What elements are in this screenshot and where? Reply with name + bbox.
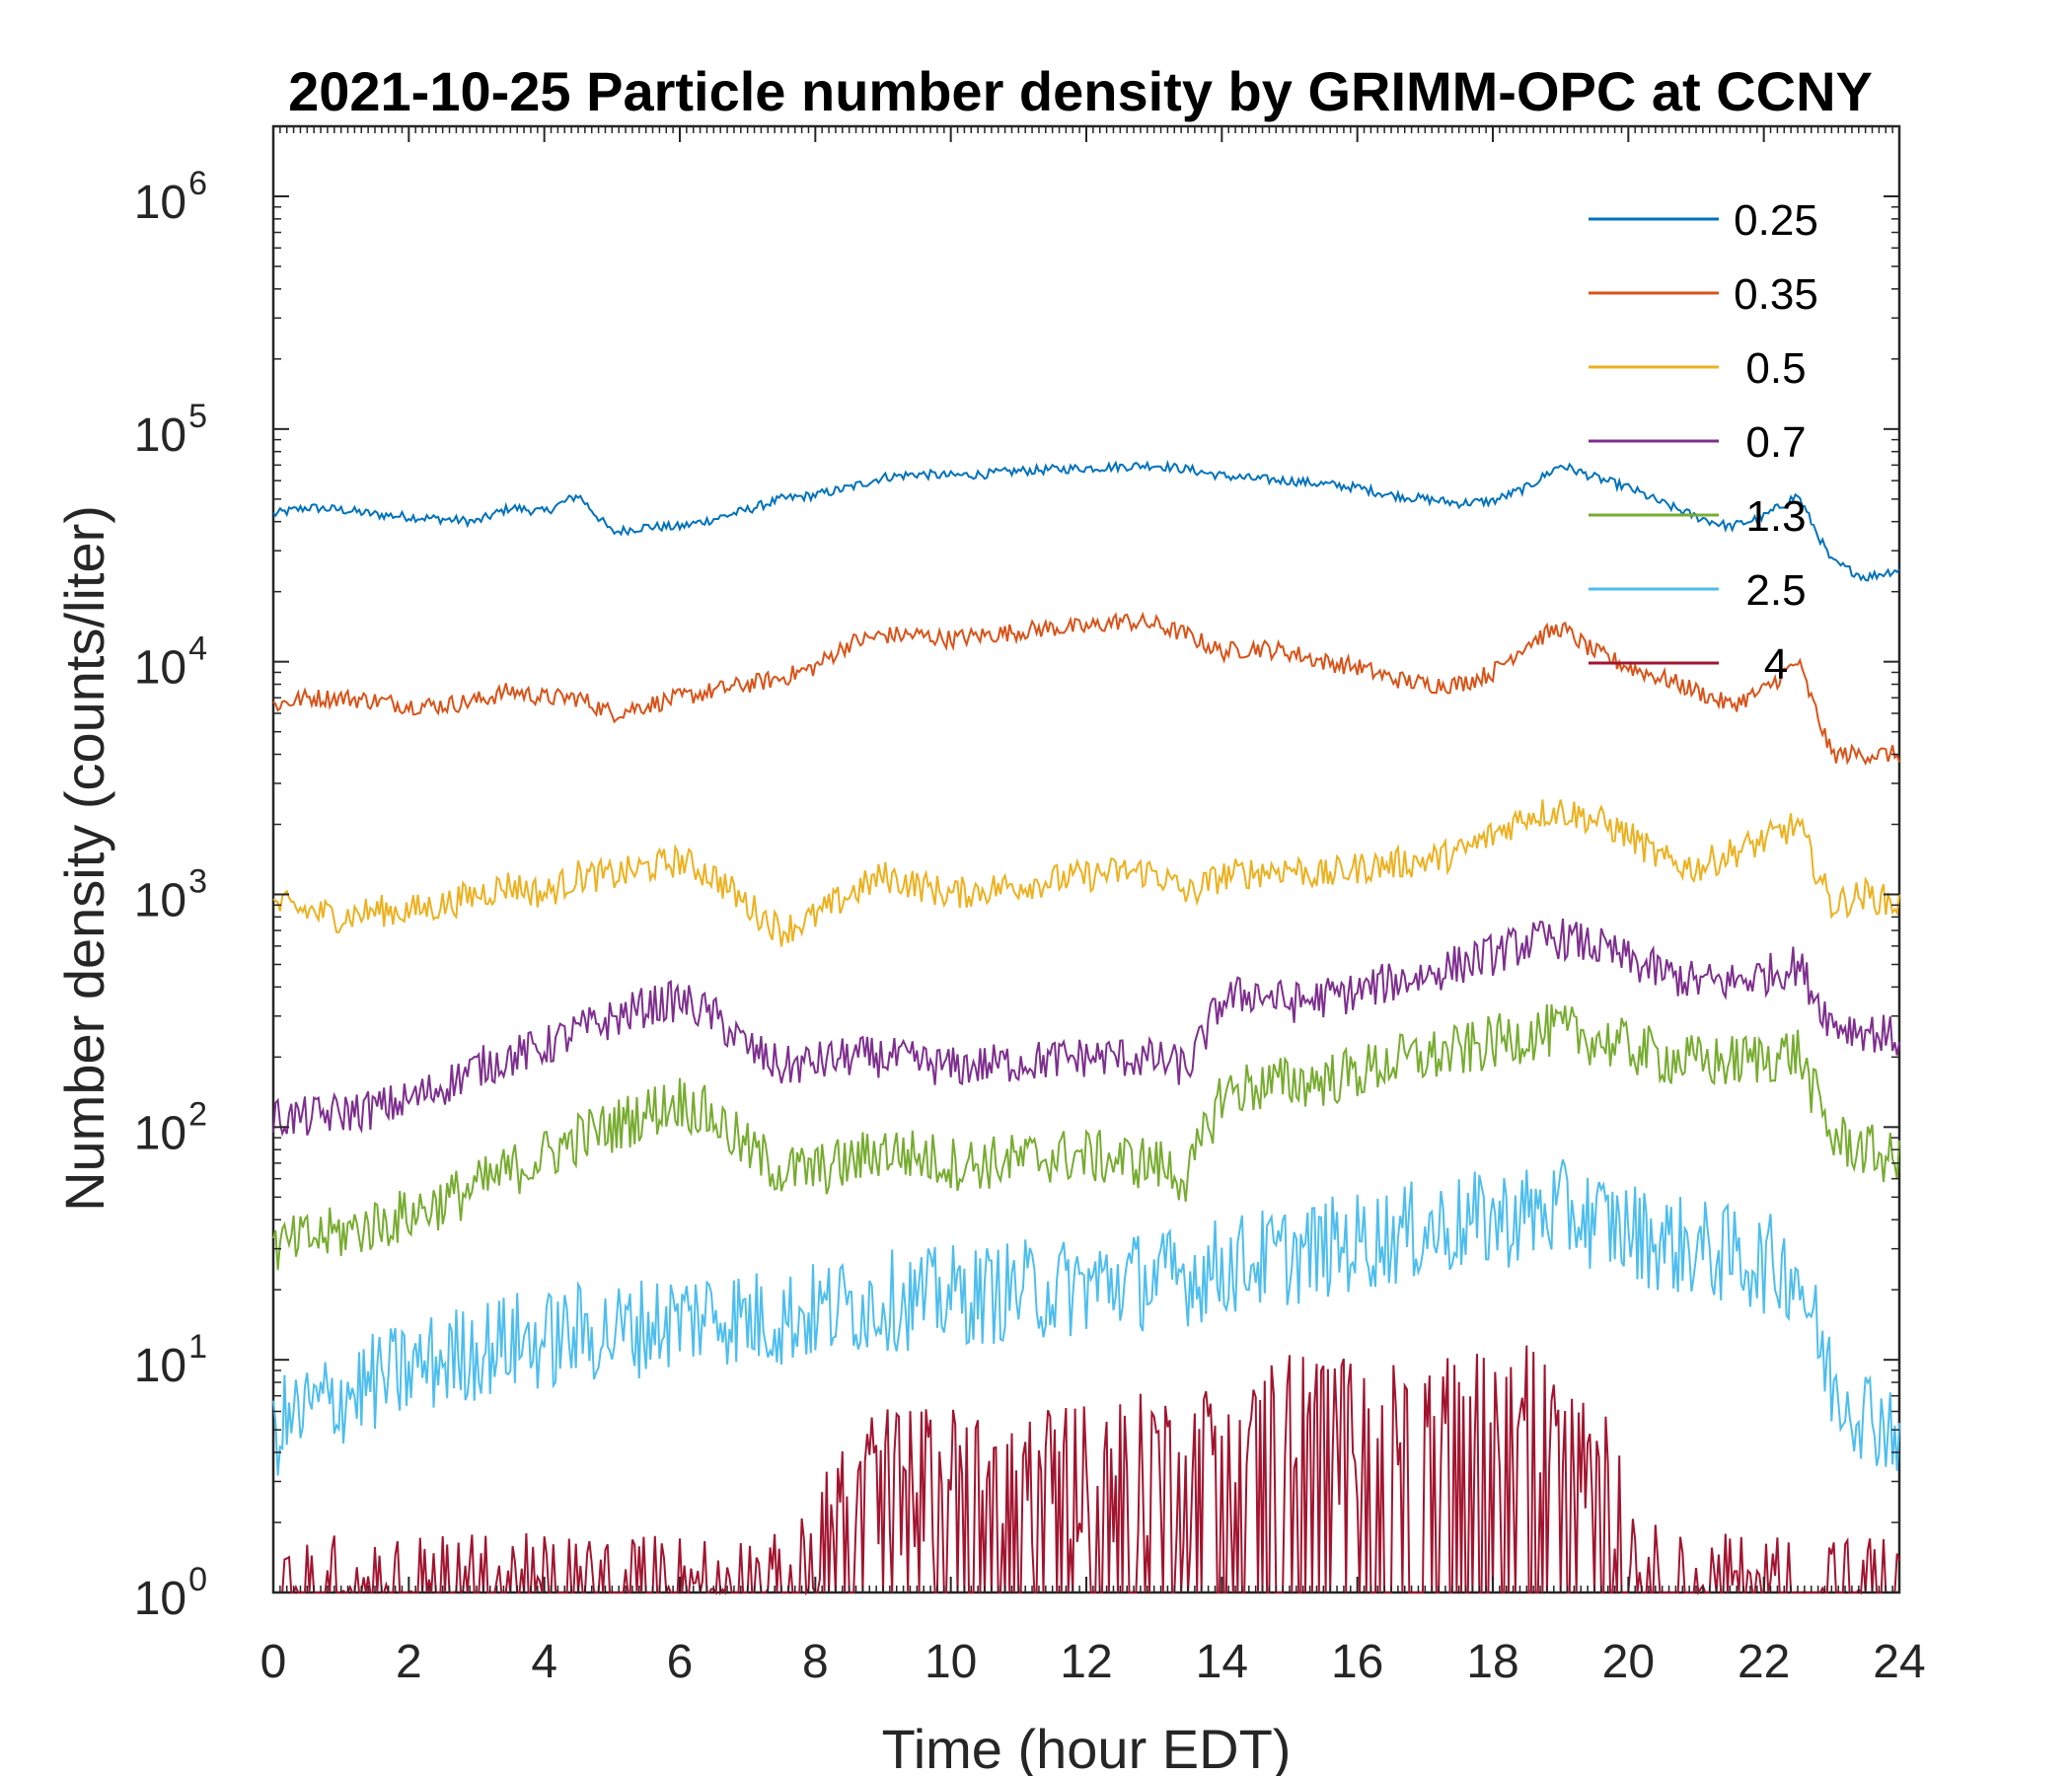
x-tick-label: 22	[1738, 1636, 1790, 1688]
y-tick-label: 101	[134, 1328, 207, 1392]
x-tick-label: 16	[1331, 1636, 1383, 1688]
legend-label-4: 4	[1764, 640, 1788, 689]
y-tick-label: 105	[134, 398, 207, 462]
legend-label-2.5: 2.5	[1745, 566, 1806, 615]
plot-area	[271, 124, 1901, 1596]
ticks-group	[272, 126, 1900, 1593]
series-line-0.25	[272, 459, 1900, 582]
y-tick-label: 100	[134, 1561, 207, 1625]
x-tick-label: 14	[1196, 1636, 1248, 1688]
plot-frame	[271, 124, 1901, 1594]
x-tick-label: 8	[802, 1636, 829, 1688]
y-tick-label: 104	[134, 630, 207, 695]
x-tick-label: 20	[1602, 1636, 1655, 1688]
series-line-1.3	[272, 1003, 1900, 1271]
series-line-0.7	[272, 918, 1900, 1138]
x-tick-label: 0	[260, 1636, 287, 1688]
x-tick-label: 24	[1873, 1636, 1925, 1688]
y-axis-label: Number density (counts/liter)	[53, 505, 115, 1212]
x-tick-label: 10	[925, 1636, 977, 1688]
x-tick-label: 12	[1060, 1636, 1112, 1688]
legend: 0.25 0.35 0.5 0.7 1.3 2.5 4	[1589, 196, 1818, 689]
x-axis-label: Time (hour EDT)	[882, 1718, 1292, 1776]
y-tick-label: 103	[134, 862, 207, 926]
series-line-0.35	[272, 611, 1900, 767]
y-tick-label: 106	[134, 165, 207, 229]
legend-label-0.5: 0.5	[1745, 344, 1806, 393]
x-tick-label: 2	[396, 1636, 422, 1688]
legend-label-0.25: 0.25	[1734, 196, 1818, 245]
legend-label-0.7: 0.7	[1745, 418, 1806, 467]
x-tick-label: 6	[667, 1636, 694, 1688]
y-tick-label: 102	[134, 1095, 207, 1159]
y-tick-labels: 100 101 102 103 104 105 106	[134, 165, 207, 1625]
series-line-0.5	[272, 799, 1900, 947]
series-line-2.5	[272, 1159, 1900, 1476]
legend-label-0.35: 0.35	[1734, 270, 1818, 319]
chart-title: 2021-10-25 Particle number density by GR…	[288, 60, 1873, 122]
x-tick-label: 4	[531, 1636, 557, 1688]
x-tick-labels: 0 2 4 6 8 10 12 14 16 18 20 22 24	[260, 1636, 1926, 1688]
legend-label-1.3: 1.3	[1745, 492, 1806, 541]
x-tick-label: 18	[1466, 1636, 1518, 1688]
